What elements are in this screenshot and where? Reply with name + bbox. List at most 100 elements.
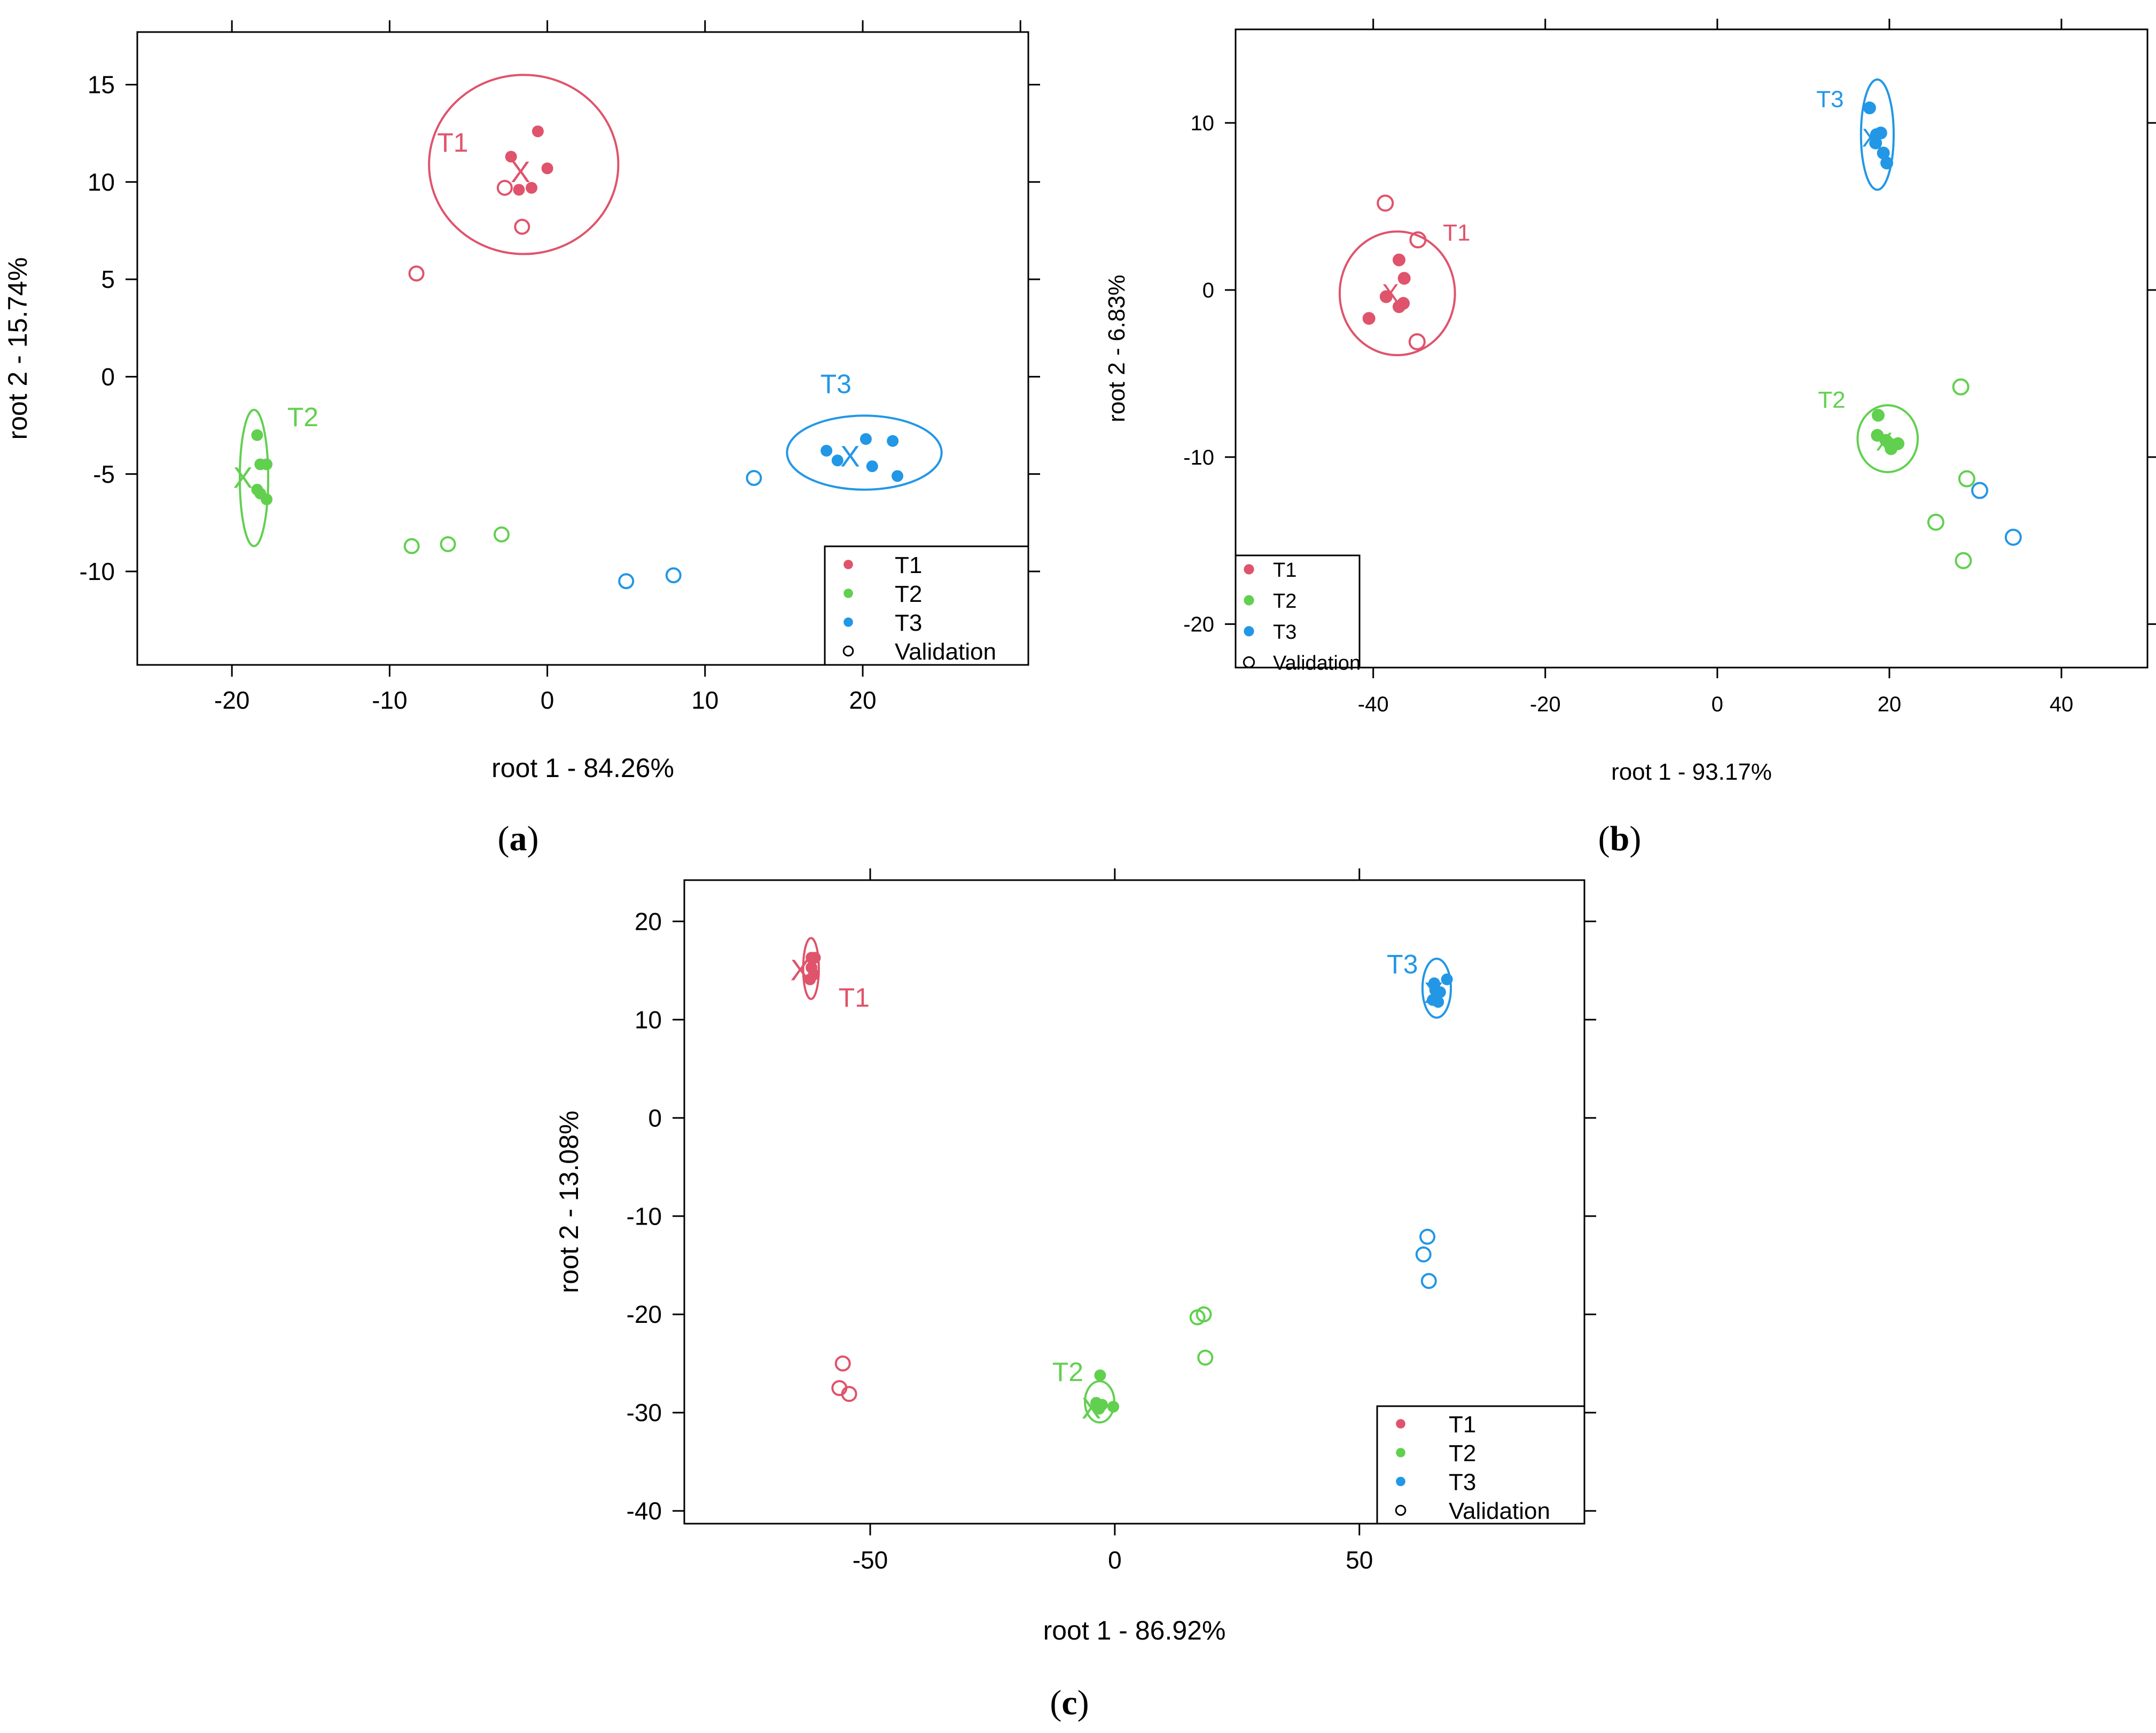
panel-c-y-tick-label: 0	[648, 1104, 662, 1132]
panel-b-t2-validation-point	[1955, 552, 1972, 569]
panel-a-legend-marker-validation	[842, 645, 854, 657]
panel-a-t1-point	[526, 182, 538, 194]
panel-c-legend-label: T2	[1449, 1440, 1476, 1467]
panel-b-t3-group-label: T3	[1816, 86, 1843, 112]
panel-a-t1-validation-point	[514, 218, 530, 235]
panel-a-t3-point	[821, 444, 833, 457]
panel-b-t3-validation-point	[2004, 528, 2022, 546]
panel-c-chart: -50 0 50 -40 -30 -20 -10 0 10 20 root 1 - 86.92% ro…	[554, 868, 1596, 1645]
panel-b-y-tick-label: 0	[1202, 279, 1214, 302]
panel-c-t3-point	[1429, 984, 1441, 997]
panel-c-legend-marker-t3	[1396, 1477, 1405, 1486]
panel-c-x-tick-label: 0	[1108, 1546, 1122, 1574]
panel-b-y-tick-label: -20	[1183, 613, 1214, 637]
panel-c-t2-group-label: T2	[1052, 1357, 1083, 1387]
panel-a-t1-validation-point	[496, 179, 513, 196]
panel-a-t1-centroid-mark: X	[511, 155, 530, 189]
panel-c-caption-letter: c	[1061, 1683, 1077, 1722]
panel-b-t1-validation-point	[1409, 231, 1427, 249]
panel-b-t1-validation-point	[1408, 333, 1426, 350]
panel-b-x-axis-title: root 1 - 93.17%	[1611, 759, 1772, 785]
panel-b-legend-marker-t1	[1244, 564, 1254, 575]
panel-b-legend-label: T1	[1273, 559, 1296, 582]
panel-b-y-tick-label: -10	[1183, 446, 1214, 469]
panel-c-legend-marker-t1	[1396, 1419, 1405, 1429]
panel-a-legend-marker-t3	[843, 617, 853, 627]
panel-b-t1-point	[1362, 312, 1376, 325]
panel-a-t3-group-label: T3	[821, 369, 852, 399]
panel-b-t1-point	[1392, 253, 1405, 266]
panel-a-chart: -20 -10 0 10 20 -10 -5 0 5 10 15 root 1 - 84.26% roo…	[3, 20, 1040, 783]
panel-c-y-tick-label: 20	[635, 907, 662, 935]
panel-a-t3-centroid-mark: X	[840, 440, 860, 473]
panel-a-y-tick-label: 5	[101, 265, 115, 293]
panel-a-x-axis-title: root 1 - 84.26%	[491, 753, 674, 783]
panel-c-t3-validation-point	[1419, 1228, 1436, 1245]
panel-c-t3-validation-point	[1420, 1273, 1437, 1289]
panel-a-legend-label: T3	[895, 610, 922, 636]
panel-c-y-tick-label: -40	[627, 1497, 662, 1525]
panel-c-t3-centroid-mark: X	[1424, 976, 1444, 1009]
panel-b-x-tick-label: -40	[1358, 693, 1389, 716]
panel-a-t3-point	[860, 433, 872, 445]
panel-c-x-tick-label: -50	[853, 1546, 888, 1574]
panel-c-t1-ellipse	[802, 937, 820, 1000]
panel-b-t1-ellipse	[1338, 230, 1456, 357]
panel-a-t3-validation-point	[618, 573, 635, 590]
panel-c-y-tick-label: -10	[627, 1202, 662, 1230]
panel-a-t1-validation-point	[408, 265, 425, 282]
panel-c-t3-point	[1432, 996, 1444, 1008]
panel-b-legend-marker-t3	[1244, 626, 1254, 637]
panel-c-legend-label: T3	[1449, 1469, 1476, 1495]
panel-a-t1-point	[532, 125, 544, 137]
panel-a-t2-point	[254, 458, 267, 471]
panel-c-y-axis-title: root 2 - 13.08%	[554, 1111, 584, 1293]
panel-b-t1-group-label: T1	[1443, 220, 1470, 246]
panel-a-t3-point	[866, 460, 878, 473]
panel-b-t2-ellipse	[1856, 404, 1919, 473]
panel-b-legend-marker-validation	[1243, 656, 1255, 669]
panel-a-t3-point	[831, 454, 843, 467]
panel-b-y-axis-title: root 2 - 6.83%	[1104, 275, 1130, 422]
panel-b-t1-validation-point	[1377, 194, 1394, 212]
panel-b-t1-point	[1379, 290, 1393, 303]
panel-a-t2-point	[261, 493, 273, 506]
panel-b-legend-box	[1235, 554, 1361, 669]
panel-b-x-tick-label: 0	[1712, 693, 1723, 716]
panel-c-t2-centroid-mark: X	[1082, 1392, 1102, 1425]
panel-a-legend-marker-t2	[843, 589, 853, 598]
panel-a-t2-group-label: T2	[287, 402, 318, 432]
panel-c-t1-point	[809, 952, 821, 964]
panel-b-legend-label: T2	[1273, 590, 1296, 613]
panel-a-t2-validation-point	[440, 536, 456, 552]
panel-c-t3-group-label: T3	[1387, 949, 1418, 979]
panel-c-t3-validation-point	[1415, 1246, 1432, 1262]
panel-b-x-tick-label: 40	[2050, 693, 2074, 716]
panel-a-x-tick-label: 20	[849, 686, 876, 714]
panel-c-t2-point	[1094, 1369, 1106, 1382]
panel-c-legend-box	[1376, 1405, 1585, 1525]
panel-a-t3-validation-point	[665, 567, 682, 584]
panel-a-t2-centroid-mark: X	[233, 461, 253, 494]
panel-a-legend-box	[824, 545, 1029, 666]
panel-b-legend-label: T3	[1273, 621, 1296, 644]
panel-b-t2-point	[1891, 437, 1904, 450]
panel-c-t1-point	[804, 973, 816, 985]
panel-b-legend-marker-t2	[1244, 595, 1254, 606]
panel-c-t2-validation-point	[1196, 1306, 1212, 1323]
panel-a-t1-ellipse	[428, 74, 620, 255]
panel-a-x-tick-label: -10	[372, 686, 407, 714]
panel-a-t2-validation-point	[403, 538, 420, 554]
panel-c-legend-label: Validation	[1449, 1498, 1550, 1524]
panel-c-legend-label: T1	[1449, 1412, 1476, 1438]
panel-a-t1-point	[505, 151, 517, 163]
panel-c-legend-marker-t2	[1396, 1448, 1405, 1457]
panel-b-t3-point	[1874, 126, 1887, 139]
panel-b-frame	[1235, 28, 2149, 669]
panel-a-y-tick-label: -10	[80, 558, 115, 585]
panel-b-t3-point	[1880, 156, 1894, 170]
panel-a-y-tick-label: 0	[101, 363, 115, 390]
panel-c-y-tick-label: -30	[627, 1399, 662, 1426]
panel-c-t2-point	[1093, 1402, 1105, 1415]
